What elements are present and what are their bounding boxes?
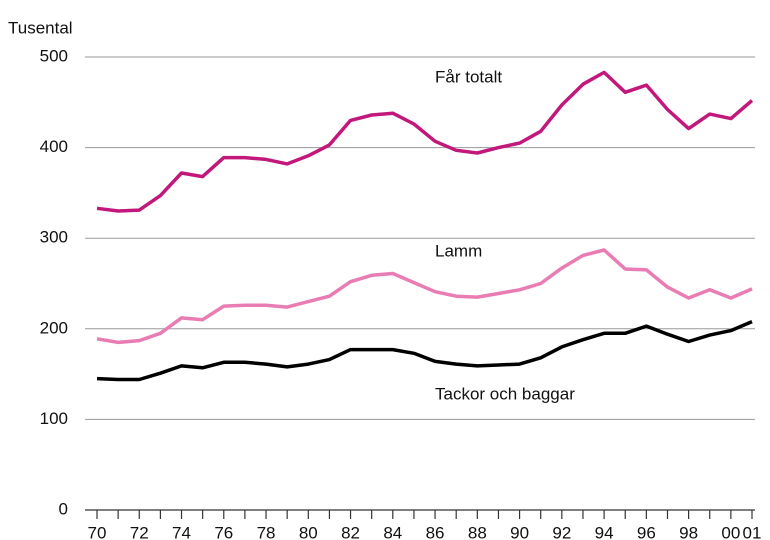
x-tick-label: 80 — [299, 523, 318, 540]
y-tick-label: 400 — [40, 137, 68, 156]
series-line — [96, 319, 753, 382]
x-tick-label: 01 — [743, 523, 762, 540]
x-tick-label: 78 — [257, 523, 276, 540]
x-tick-label: 00 — [721, 523, 740, 540]
x-tick-label: 98 — [679, 523, 698, 540]
y-tick-label: 0 — [59, 499, 68, 518]
x-tick-label: 96 — [637, 523, 656, 540]
series-label: Tackor och baggar — [435, 384, 575, 403]
x-tick-label: 76 — [214, 523, 233, 540]
series-line — [96, 248, 753, 345]
y-axis-label: Tusental — [8, 18, 73, 37]
x-tick-label: 84 — [383, 523, 402, 540]
x-tick-label: 90 — [510, 523, 529, 540]
x-tick-label: 82 — [341, 523, 360, 540]
x-tick-label: 74 — [172, 523, 191, 540]
x-tick-label: 88 — [468, 523, 487, 540]
y-tick-label: 200 — [40, 318, 68, 337]
y-tick-label: 300 — [40, 228, 68, 247]
series-label: Lamm — [435, 241, 482, 260]
x-tick-label: 72 — [130, 523, 149, 540]
x-tick-label: 70 — [88, 523, 107, 540]
series-label: Får totalt — [435, 67, 502, 86]
x-tick-label: 92 — [552, 523, 571, 540]
y-tick-label: 500 — [40, 46, 68, 65]
x-tick-label: 94 — [595, 523, 614, 540]
y-tick-label: 100 — [40, 409, 68, 428]
series-line — [96, 70, 754, 213]
x-tick-label: 86 — [426, 523, 445, 540]
